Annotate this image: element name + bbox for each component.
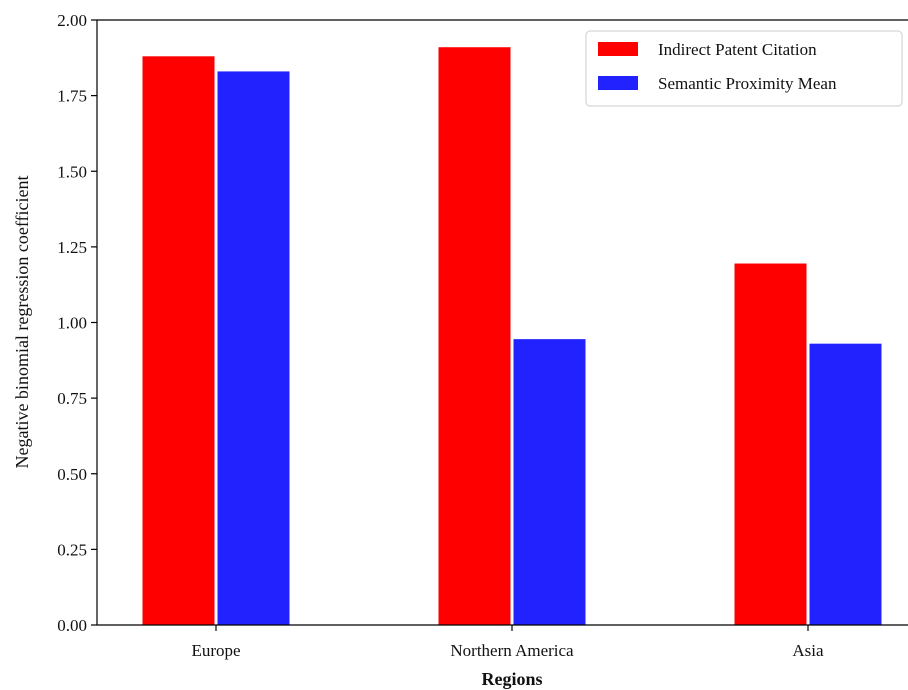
legend: Indirect Patent Citation Semantic Proximi… (585, 30, 903, 107)
x-tick-label: Asia (792, 641, 824, 660)
y-tick-label: 0.75 (57, 389, 87, 408)
y-axis-ticks: 0.00 0.25 0.50 0.75 1.00 1.25 1.50 1.75 2.00 (57, 11, 97, 635)
legend-label: Indirect Patent Citation (658, 40, 817, 59)
y-axis-title: Negative binomial regression coefficient (12, 175, 32, 468)
bar-asia-series-1 (734, 263, 807, 625)
legend-box (585, 30, 903, 107)
legend-label: Semantic Proximity Mean (658, 74, 837, 93)
x-axis-ticks: Europe Northern America Asia (191, 625, 824, 660)
y-tick-label: 2.00 (57, 11, 87, 30)
x-tick-label: Northern America (450, 641, 574, 660)
y-tick-label: 0.25 (57, 540, 87, 559)
y-tick-label: 0.50 (57, 465, 87, 484)
bar-asia-series-2 (809, 343, 882, 625)
bar-europe-series-2 (217, 71, 290, 626)
y-tick-label: 1.00 (57, 314, 87, 333)
y-tick-label: 1.75 (57, 87, 87, 106)
legend-swatch (598, 42, 638, 56)
bars-layer (142, 47, 882, 626)
legend-swatch (598, 76, 638, 90)
y-tick-label: 1.25 (57, 238, 87, 257)
y-tick-label: 0.00 (57, 616, 87, 635)
bar-northern-america-series-1 (438, 47, 511, 626)
y-tick-label: 1.50 (57, 162, 87, 181)
x-axis-title: Regions (481, 669, 542, 689)
x-tick-label: Europe (191, 641, 240, 660)
bar-northern-america-series-2 (513, 339, 586, 625)
bar-europe-series-1 (142, 56, 215, 626)
